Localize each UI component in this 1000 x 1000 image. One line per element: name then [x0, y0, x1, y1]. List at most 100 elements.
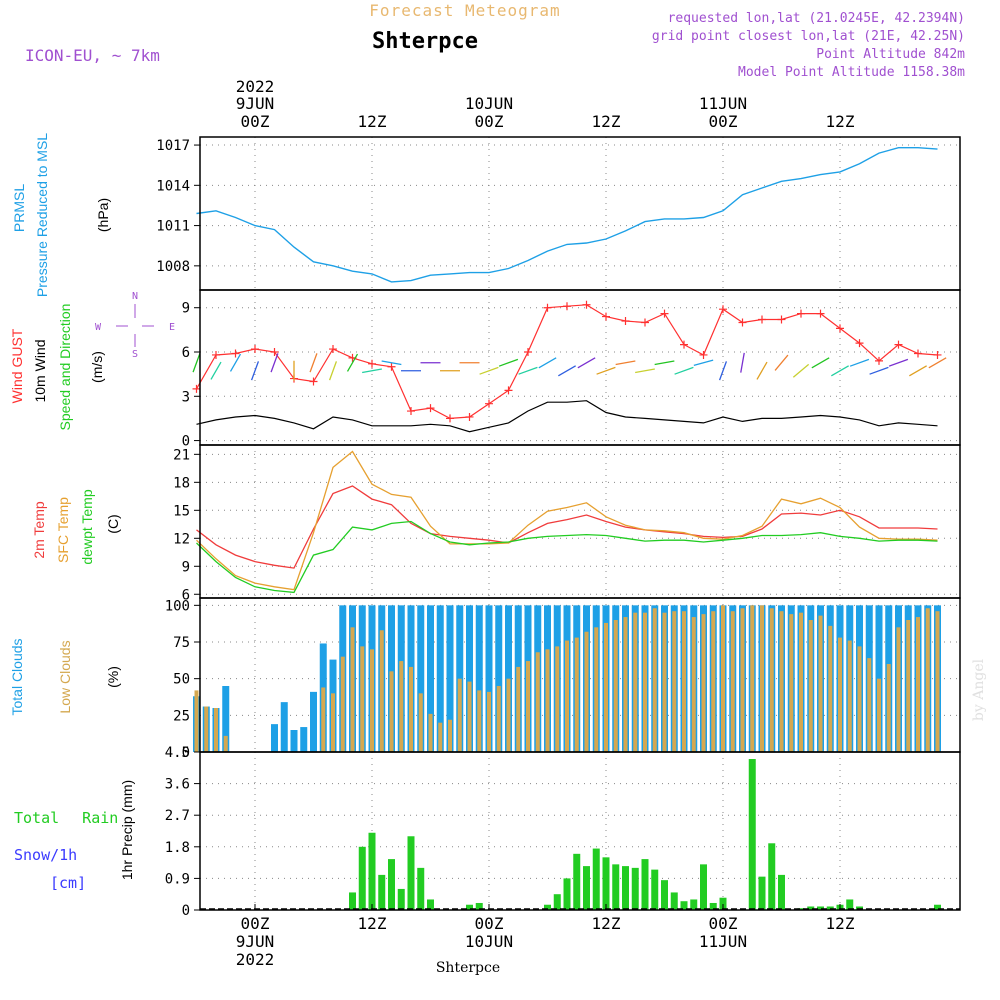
wind-arrow: [558, 365, 576, 377]
point-altitude: Point Altitude 842m: [816, 47, 965, 62]
y-tick-label: 1014: [156, 178, 190, 194]
precip-bar: [563, 878, 571, 910]
low-cloud-bar: [682, 611, 686, 752]
bottom-hour-label: 00Z: [241, 914, 270, 933]
low-cloud-bar: [467, 681, 472, 752]
y-tick-label: 3.6: [165, 777, 190, 793]
y-tick-label: 1008: [156, 259, 190, 275]
low-cloud-bar: [867, 658, 872, 752]
bottom-hour-label: 12Z: [826, 914, 855, 933]
gust-marker: [719, 305, 727, 314]
gust-marker: [797, 309, 805, 318]
gust-marker: [855, 339, 864, 348]
gust-line: [195, 304, 938, 420]
gust-marker: [231, 349, 240, 358]
wind-arrow: [362, 368, 382, 374]
y-tick-label: 4.5: [165, 745, 190, 761]
wind-arrow: [518, 366, 538, 375]
wind-arrow: [229, 353, 242, 372]
low-cloud-bar: [223, 735, 228, 752]
top-year-label: 2022: [236, 77, 275, 96]
wind-arrow: [192, 353, 201, 373]
wind-speed-line: [196, 400, 938, 433]
low-cloud-bar: [448, 719, 452, 752]
low-cloud-bar: [750, 605, 755, 752]
precip-bar: [846, 899, 854, 910]
y-tick-label: 0: [182, 434, 190, 450]
low-cloud-bar: [457, 678, 462, 752]
low-cloud-bar: [214, 708, 218, 752]
low-cloud-bar: [769, 608, 774, 752]
precip-bar: [768, 843, 776, 910]
location-title: Shterpce: [372, 29, 478, 54]
wind-arrow: [869, 366, 889, 375]
temp2m-label: 2m Temp: [31, 501, 47, 559]
gust-marker: [660, 309, 669, 318]
compass-w: W: [95, 322, 102, 333]
total-cloud-bar: [456, 605, 464, 752]
low-cloud-bar: [847, 640, 852, 752]
precip-bar: [748, 759, 756, 910]
pressure-unit: (hPa): [95, 198, 111, 232]
low-cloud-bar: [340, 656, 345, 752]
wind-arrow: [909, 365, 927, 377]
gust-marker: [251, 345, 259, 354]
precip-bar: [631, 867, 639, 910]
gust-marker: [270, 348, 279, 356]
low-cloud-bar: [623, 617, 628, 752]
low-cloud-bar: [321, 687, 326, 752]
precip-bar: [407, 836, 415, 910]
panels: 1008101110141017036969121518210255075100…: [156, 136, 961, 919]
low-cloud-bar: [516, 666, 521, 752]
top-hour-label: 00Z: [241, 112, 270, 131]
pressure-label-1: PRMSL: [11, 184, 27, 232]
total-cloud-bar: [436, 605, 444, 752]
low-cloud-bar: [545, 649, 550, 752]
total-cloud-bar: [495, 605, 503, 752]
snow-unit-label: [cm]: [50, 874, 86, 892]
low-cloud-bar: [496, 686, 501, 752]
top-hour-label: 12Z: [826, 112, 855, 131]
total-rain-label: Total Rain: [14, 809, 118, 827]
low-cloud-bar: [916, 617, 920, 752]
temp-unit: (C): [105, 514, 121, 533]
panel-frame: [199, 444, 961, 599]
precip-bar: [661, 880, 668, 910]
low-cloud-bar: [886, 664, 891, 752]
low-cloud-bar: [643, 612, 647, 752]
precip-bar: [797, 908, 805, 910]
low-cloud-bar: [760, 605, 764, 752]
low-cloud-bar: [350, 627, 355, 752]
low-cloud-bar: [711, 611, 716, 752]
low-cloud-bar: [360, 646, 365, 752]
wind-arrow: [635, 368, 655, 374]
gust-marker: [582, 300, 591, 309]
gust-marker: [641, 318, 649, 327]
low-cloud-bar: [721, 605, 725, 752]
wind-arrow: [693, 359, 714, 366]
gust-marker: [738, 318, 747, 327]
y-tick-label: 21: [173, 447, 190, 463]
low-cloud-bar: [691, 617, 696, 752]
y-tick-label: 2.7: [165, 808, 190, 824]
low-cloud-bar: [633, 612, 638, 752]
wind-arrow: [674, 366, 694, 375]
low-cloud-bar: [701, 614, 706, 752]
low-cloud-bar: [779, 611, 784, 752]
precip-bar: [397, 888, 405, 910]
precip-bar: [573, 853, 581, 910]
gust-marker: [621, 317, 630, 325]
y-tick-label: 0: [182, 903, 190, 919]
low-cloud-bar: [838, 637, 842, 752]
low-cloud-bar: [438, 722, 443, 752]
precip-bar: [417, 867, 425, 910]
low-cloud-bar: [789, 614, 794, 752]
y-tick-label: 1.8: [165, 840, 190, 856]
clouds-unit: (%): [105, 666, 121, 688]
y-tick-label: 6: [182, 345, 190, 361]
compass-n: N: [132, 291, 138, 302]
precip-bar: [368, 832, 376, 910]
precip-bar: [709, 902, 717, 910]
y-tick-label: 75: [173, 635, 190, 651]
